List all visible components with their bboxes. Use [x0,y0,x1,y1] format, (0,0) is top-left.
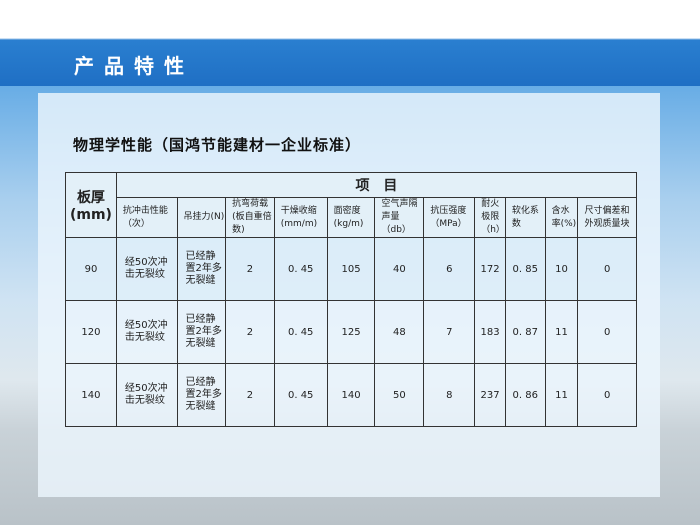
table-cell: 经50次冲击无裂纹 [115,300,178,364]
column-header: 耐火极限（h） [474,197,506,238]
table-cell: 10 [544,237,579,301]
table-cell: 172 [474,237,506,301]
header-band [0,0,700,86]
table-cell: 40 [374,237,425,301]
table-cell: 105 [326,237,376,301]
table-cell: 0. 45 [273,237,328,301]
column-header: 吊挂力(N) [176,197,227,238]
column-header-row: 抗冲击性能（次） 吊挂力(N) 抗弯荷载(板自重倍数) 干燥收缩(mm/m) 面密度(k… [65,197,637,238]
column-header: 抗压强度（MPa） [423,197,476,238]
table-cell: 经50次冲击无裂纹 [115,237,178,301]
column-header: 含水率(%) [544,197,579,238]
table-row: 90 经50次冲击无裂纹 已经静置2年多无裂缝 2 0. 45 105 40 6 172 0. 8… [65,237,637,301]
table-cell: 183 [474,300,506,364]
table-cell: 0. 86 [504,363,546,427]
thickness-cell: 90 [65,237,117,301]
table-cell: 125 [326,300,376,364]
table-cell: 140 [326,363,376,427]
table-cell: 0. 85 [504,237,546,301]
table-cell: 237 [474,363,506,427]
table-cell: 0. 45 [273,300,328,364]
table-cell: 0. 45 [273,363,328,427]
column-header: 干燥收缩(mm/m) [273,197,328,238]
page-title: 产品特性 [74,54,194,78]
table-cell: 0. 87 [504,300,546,364]
table-cell: 0 [577,237,637,301]
column-header: 尺寸偏差和外观质量块 [577,197,637,238]
items-group-header: 项 目 [115,172,638,198]
table-cell: 50 [374,363,425,427]
properties-table: 板厚 (mm) 项 目 抗冲击性能（次） 吊挂力(N) 抗弯荷载(板自重倍数) 干燥收缩… [65,172,638,427]
table-cell: 已经静置2年多无裂缝 [176,363,227,427]
table-cell: 2 [225,363,275,427]
thickness-header: 板厚 (mm) [65,172,117,238]
table-body: 90 经50次冲击无裂纹 已经静置2年多无裂缝 2 0. 45 105 40 6 172 0. 8… [65,237,637,427]
thickness-cell: 120 [65,300,117,364]
table-cell: 48 [374,300,425,364]
table-row: 140 经50次冲击无裂纹 已经静置2年多无裂缝 2 0. 45 140 50 8 237 0. … [65,363,637,427]
column-header: 面密度(kg/m) [326,197,376,238]
table-cell: 0 [577,300,637,364]
section-subtitle: 物理学性能（国鸿节能建材一企业标准） [73,136,362,154]
thickness-header-unit: (mm) [69,207,112,223]
table-cell: 2 [225,300,275,364]
table-cell: 已经静置2年多无裂缝 [176,237,227,301]
table-cell: 6 [423,237,476,301]
table-cell: 11 [544,300,579,364]
table-cell: 7 [423,300,476,364]
column-header: 空气声隔声量（db） [374,197,425,238]
column-header: 软化系数 [504,197,546,238]
column-header: 抗冲击性能（次） [115,197,178,238]
table-cell: 2 [225,237,275,301]
table-cell: 8 [423,363,476,427]
thickness-cell: 140 [65,363,117,427]
table-cell: 已经静置2年多无裂缝 [176,300,227,364]
table-row: 120 经50次冲击无裂纹 已经静置2年多无裂缝 2 0. 45 125 48 7 183 0. … [65,300,637,364]
column-header: 抗弯荷载(板自重倍数) [225,197,275,238]
table-cell: 11 [544,363,579,427]
table-cell: 0 [577,363,637,427]
thickness-header-label: 板厚 [76,190,105,206]
table-cell: 经50次冲击无裂纹 [115,363,178,427]
